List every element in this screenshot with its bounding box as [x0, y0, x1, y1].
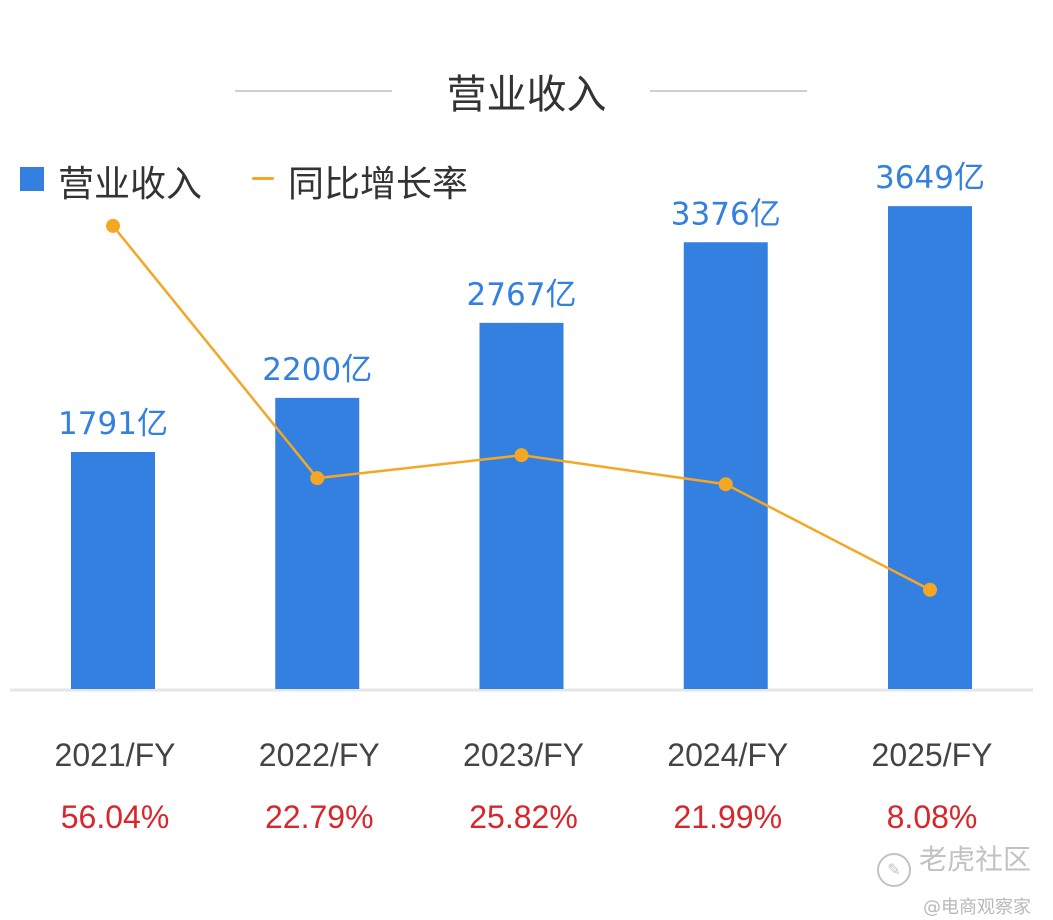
growth-rate-label: 56.04%: [61, 799, 170, 835]
title-divider-right: [650, 90, 807, 92]
growth-rate-label: 25.82%: [469, 799, 578, 835]
bar-value-label: 3649亿: [875, 160, 985, 196]
watermark: ✎ 老虎社区 @电商观察家: [876, 838, 1031, 919]
growth-point-2021/FY: [106, 218, 120, 233]
chart-title: 营业收入: [446, 72, 607, 118]
growth-rate-label: 21.99%: [673, 799, 782, 835]
x-tick-label: 2024/FY: [667, 737, 788, 773]
growth-point-2023/FY: [514, 448, 529, 463]
chart-title-block: 营业收入: [0, 60, 1053, 120]
watermark-main-text: 老虎社区: [918, 843, 1031, 876]
legend-label-revenue: 营业收入: [58, 164, 203, 205]
bar-2025/FY: [888, 206, 972, 689]
growth-point-2022/FY: [310, 471, 325, 486]
legend-line-swatch: [252, 177, 274, 180]
legend-label-growth: 同比增长率: [288, 164, 469, 205]
x-tick-label: 2021/FY: [55, 737, 176, 773]
bar-2021/FY: [71, 452, 155, 689]
growth-point-2024/FY: [718, 477, 733, 492]
bar-value-label: 2767亿: [467, 277, 577, 313]
bar-2022/FY: [275, 397, 360, 689]
x-tick-label: 2022/FY: [259, 737, 380, 773]
legend-bar-swatch: [20, 167, 44, 191]
growth-rate-label: 22.79%: [265, 799, 374, 835]
title-divider-left: [235, 90, 392, 92]
x-tick-label: 2025/FY: [872, 737, 993, 773]
tiger-logo-icon: ✎: [876, 853, 911, 887]
x-tick-label: 2023/FY: [463, 737, 584, 773]
bar-value-label: 2200亿: [262, 352, 372, 388]
watermark-sub-text: @电商观察家: [923, 897, 1031, 918]
bar-value-label: 1791亿: [58, 406, 168, 442]
bar-2023/FY: [479, 322, 564, 689]
growth-point-2025/FY: [923, 582, 937, 597]
growth-rate-label: 8.08%: [887, 799, 978, 835]
bar-2024/FY: [683, 242, 768, 689]
bar-value-label: 3376亿: [671, 196, 781, 232]
